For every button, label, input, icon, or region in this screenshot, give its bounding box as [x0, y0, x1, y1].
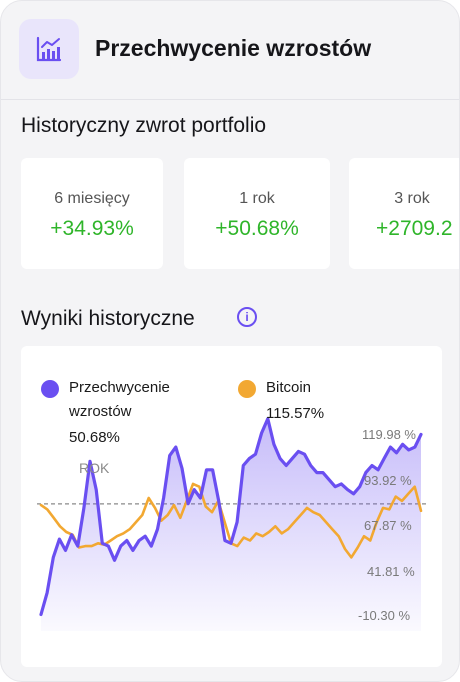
y-tick-label: 67.87 % — [364, 518, 412, 533]
return-card-6m[interactable]: 6 miesięcy +34.93% — [21, 158, 163, 269]
return-value: +34.93% — [50, 217, 134, 240]
header-divider — [1, 99, 459, 100]
return-card-3y[interactable]: 3 rok +2709.2 — [349, 158, 459, 269]
y-tick-label: -10.30 % — [358, 608, 411, 623]
return-value: +2709.2 — [376, 217, 453, 240]
period-label: ROK — [79, 460, 110, 476]
results-section-title: Wyniki historyczne — [21, 307, 195, 330]
y-tick-label: 93.92 % — [364, 473, 412, 488]
performance-chart: Przechwycenie wzrostów 50.68% ROK Bitcoi… — [21, 346, 442, 667]
legend-marker-bitcoin — [238, 380, 256, 398]
series-area-portfolio — [41, 418, 421, 631]
legend-value-bitcoin: 115.57% — [266, 405, 325, 422]
legend-value-portfolio: 50.68% — [69, 429, 120, 446]
return-value: +50.68% — [215, 217, 299, 240]
series-line-portfolio — [39, 417, 423, 617]
return-period: 3 rok — [394, 190, 430, 207]
legend-label-portfolio: Przechwycenie wzrostów — [69, 379, 170, 420]
returns-section-title: Historyczny zwrot portfolio — [21, 114, 267, 137]
info-icon[interactable]: i — [237, 307, 257, 327]
y-tick-label: 119.98 % — [362, 427, 416, 442]
return-period: 1 rok — [239, 190, 275, 207]
return-period: 6 miesięcy — [54, 190, 130, 207]
return-card-1y[interactable]: 1 rok +50.68% — [184, 158, 330, 269]
chart-plot — [37, 417, 427, 631]
bar-chart-icon — [19, 19, 79, 79]
y-tick-label: 41.81 % — [367, 564, 415, 579]
legend-marker-portfolio — [41, 380, 59, 398]
page-title: Przechwycenie wzrostów — [95, 35, 372, 61]
legend-label-bitcoin: Bitcoin — [266, 379, 312, 396]
